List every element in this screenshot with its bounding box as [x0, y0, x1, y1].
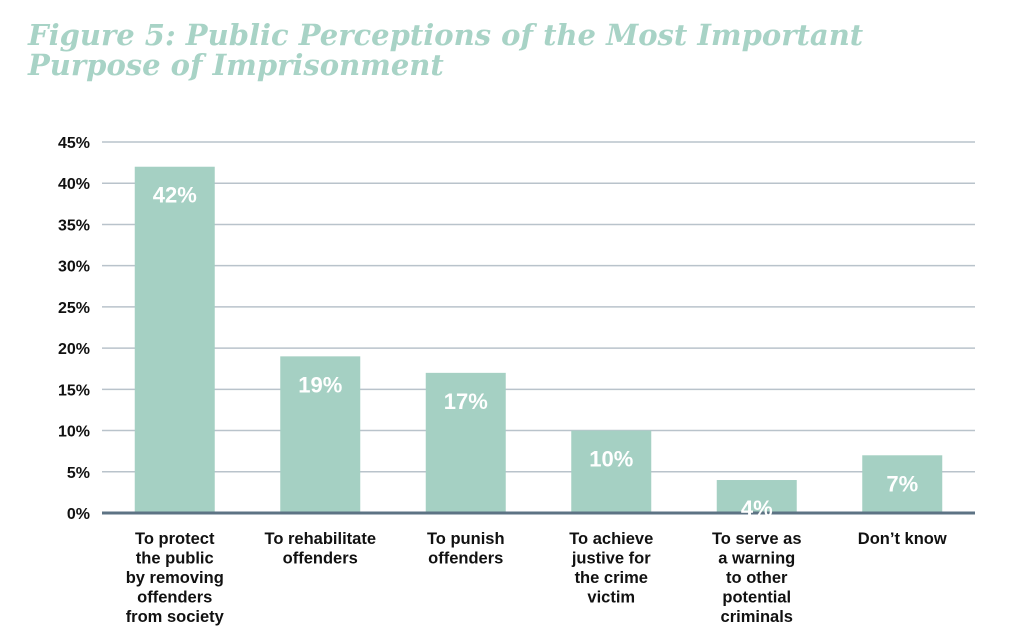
x-category-label-line: offenders [428, 550, 503, 568]
bar-data-label: 42% [153, 183, 197, 208]
x-category-label: To punish offenders [427, 530, 505, 568]
x-axis-category-labels: To protect the public by removing offenders… [126, 530, 947, 626]
x-category-label-line: by removing [126, 569, 224, 587]
x-category-label-line: To punish [427, 530, 505, 548]
y-tick-label: 20% [58, 341, 90, 358]
chart-title: Figure 5: Public Perceptions of the Most… [28, 20, 988, 80]
bar-data-label: 4% [741, 496, 773, 521]
x-category-label: To serve as a warning to other potential cri… [712, 530, 802, 626]
bars [134, 166, 943, 513]
bar [425, 372, 506, 513]
x-category-label-line: offenders [137, 589, 212, 607]
y-axis-tick-labels: 0% 5% 10% 15% 20% 25% 30% 35% 40% 45% [58, 135, 90, 523]
figure-number: Figure 5: [28, 18, 176, 52]
y-tick-label: 25% [58, 300, 90, 317]
x-category-label-line: victim [587, 589, 635, 607]
x-category-label: Don’t know [858, 530, 947, 548]
bar [134, 166, 215, 513]
x-category-label-line: a warning [718, 550, 795, 568]
x-category-label-line: To rehabilitate [264, 530, 376, 548]
bar [571, 430, 652, 513]
x-category-label-line: To achieve [569, 530, 653, 548]
x-category-label-line: potential [722, 589, 791, 607]
y-tick-label: 30% [58, 259, 90, 276]
x-category-label-line: offenders [283, 550, 358, 568]
y-tick-label: 5% [67, 465, 90, 482]
y-tick-label: 15% [58, 382, 90, 399]
data-labels: 42% 19% 17% 10% 4% 7% [153, 183, 918, 521]
x-category-label-line: justive for [571, 550, 651, 568]
bar [280, 356, 361, 513]
bar [862, 455, 943, 513]
y-tick-label: 10% [58, 424, 90, 441]
x-category-label: To protect the public by removing offenders… [126, 530, 225, 626]
y-tick-label: 40% [58, 176, 90, 193]
bar-data-label: 7% [886, 471, 918, 496]
y-tick-label: 45% [58, 135, 90, 152]
x-category-label-line: Don’t know [858, 530, 947, 548]
x-category-label: To achieve justive for the crime victim [569, 530, 653, 607]
x-category-label-line: the crime [575, 569, 648, 587]
x-category-label-line: To serve as [712, 530, 802, 548]
y-tick-label: 35% [58, 217, 90, 234]
x-category-label: To rehabilitate offenders [264, 530, 376, 568]
bar-data-label: 17% [444, 389, 488, 414]
bar-data-label: 19% [298, 372, 342, 397]
figure-title-text: Public Perceptions of the Most Important… [28, 18, 864, 82]
bar-data-label: 10% [589, 447, 633, 472]
x-category-label-line: criminals [721, 608, 793, 626]
x-category-label-line: the public [136, 550, 214, 568]
y-tick-label: 0% [67, 506, 90, 523]
bar [716, 480, 797, 513]
gridlines [102, 141, 975, 473]
x-category-label-line: To protect [135, 530, 215, 548]
x-category-label-line: from society [126, 608, 225, 626]
x-category-label-line: to other [726, 569, 788, 587]
